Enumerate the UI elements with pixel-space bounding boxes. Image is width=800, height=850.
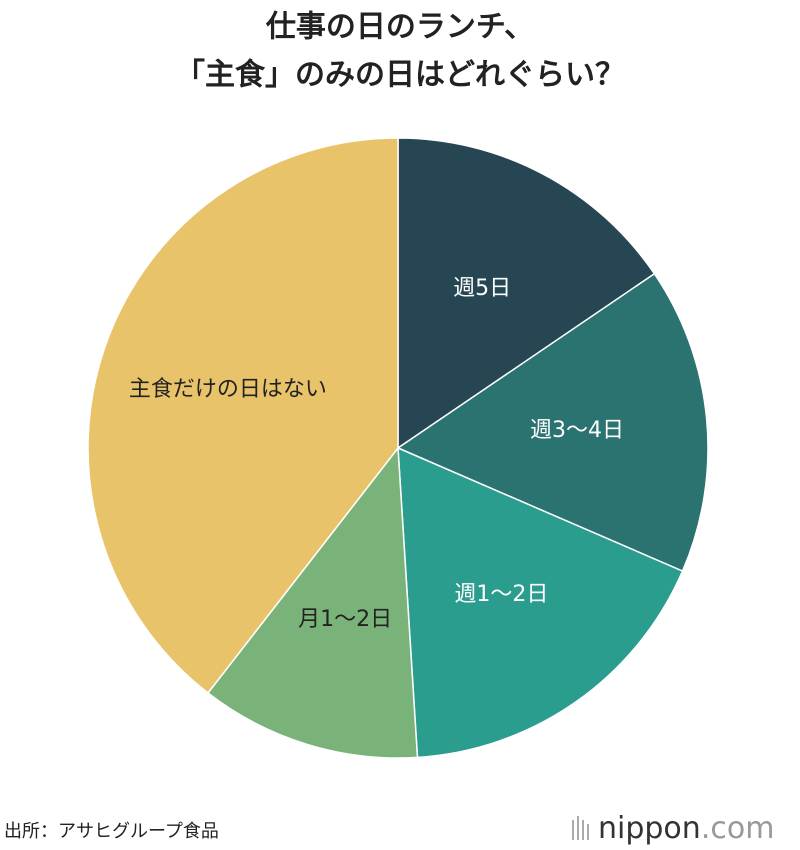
slice-label: 週5日 xyxy=(453,276,511,301)
slice-label: 週3〜4日 xyxy=(530,418,624,443)
pie-slice xyxy=(87,137,399,695)
chart-title: 仕事の日のランチ、 xyxy=(265,10,534,45)
pie-slice xyxy=(206,445,419,759)
logo-suffix: .com xyxy=(701,811,775,846)
source: 出所：アサヒグループ食品 xyxy=(4,821,219,842)
slice-label: 主食だけの日はない xyxy=(129,377,327,402)
logo-name: nippon xyxy=(598,811,701,846)
chart-title: 「主食」のみの日はどれぐらい？ xyxy=(175,58,625,93)
slice-label: 月1〜2日 xyxy=(298,607,392,632)
pie-slice xyxy=(397,137,656,450)
logo: nippon.com xyxy=(598,811,774,846)
pie-slice xyxy=(396,272,709,573)
pie-slice xyxy=(397,446,684,759)
logo-icon xyxy=(572,816,589,840)
slice-label: 週1〜2日 xyxy=(454,582,548,607)
